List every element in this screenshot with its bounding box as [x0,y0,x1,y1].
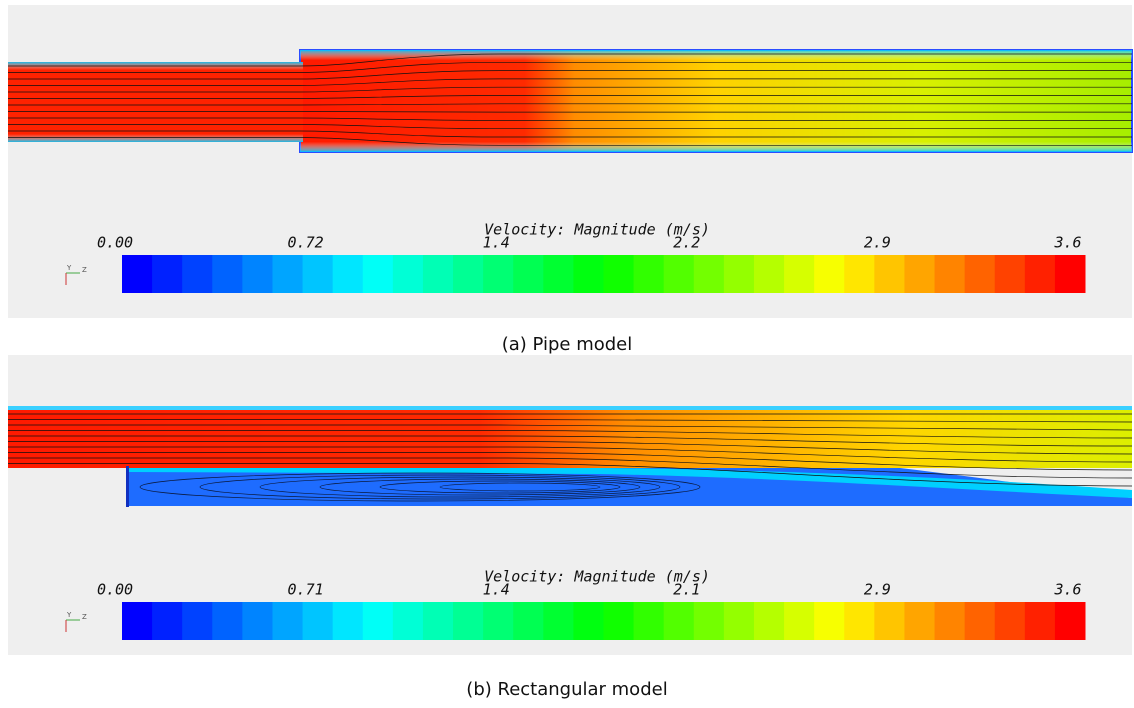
figure: Velocity: Magnitude (m/s)0.000.721.42.22… [0,0,1134,704]
triad-label: Y [66,611,72,619]
colorbar-cell [784,602,815,640]
colorbar-label: 0.72 [288,234,324,252]
colorbar-cell [935,255,966,293]
colorbar-cell [543,255,574,293]
colorbar-cell [904,255,935,293]
colorbar-cell [814,602,845,640]
colorbar-cell [573,602,604,640]
colorbar-cell [152,602,183,640]
colorbar-label: 2.9 [864,581,891,599]
triad-label: Z [82,266,87,274]
colorbar-cell [1025,255,1056,293]
colorbar-cell [152,255,183,293]
colorbar-cell [543,602,574,640]
colorbar-cell [965,255,996,293]
colorbar-cell [122,255,153,293]
colorbar-cell [634,255,665,293]
colorbar-cell [513,255,544,293]
colorbar-cell [694,255,725,293]
colorbar-cell [363,255,394,293]
page: {"panels": [ {"colorbar": {"title": "Vel… [0,0,1134,704]
colorbar-cell [453,255,484,293]
colorbar-cell [513,602,544,640]
triad-label: Y [66,264,72,272]
colorbar-cell [844,255,875,293]
colorbar-cell [995,255,1026,293]
colorbar-cell [904,602,935,640]
colorbar-cell [483,602,514,640]
colorbar-cell [724,602,755,640]
colorbar-cell [272,255,303,293]
caption: (b) Rectangular model [466,679,667,700]
triad-label: Z [82,613,87,621]
colorbar-label: 3.6 [1053,234,1081,252]
colorbar-cell [453,602,484,640]
colorbar-cell [423,255,454,293]
colorbar-cell [874,602,905,640]
colorbar-label: 2.2 [673,234,700,252]
colorbar-cell [604,602,635,640]
colorbar-cell [333,602,364,640]
colorbar-label: 2.1 [673,581,700,599]
colorbar-cell [182,255,213,293]
colorbar-cell [754,602,785,640]
flow-inlet-edge [8,62,303,142]
colorbar-cell [303,602,334,640]
caption: (a) Pipe model [502,334,633,355]
colorbar-cell [182,602,213,640]
colorbar-cell [573,255,604,293]
colorbar-cell [423,602,454,640]
colorbar-cell [604,255,635,293]
colorbar-cell [122,602,153,640]
colorbar-cell [814,255,845,293]
colorbar-label: 1.4 [483,581,510,599]
colorbar-cell [1025,602,1056,640]
step-wall [126,466,129,507]
colorbar-cell [242,255,273,293]
colorbar-cell [724,255,755,293]
colorbar-cell [995,602,1026,640]
flow-top-wall [8,406,1132,410]
colorbar-cell [664,602,695,640]
colorbar-cell [754,255,785,293]
colorbar-cell [242,602,273,640]
colorbar-cell [784,255,815,293]
colorbar-cell [333,255,364,293]
colorbar-cell [935,602,966,640]
colorbar-label: 1.4 [483,234,510,252]
colorbar-cell [303,255,334,293]
colorbar-label: 0.00 [97,581,133,599]
colorbar-cell [393,602,424,640]
colorbar-cell [363,602,394,640]
colorbar-cell [694,602,725,640]
colorbar-cell [1055,602,1086,640]
colorbar-cell [483,255,514,293]
colorbar-cell [844,602,875,640]
colorbar-cell [965,602,996,640]
colorbar-cell [1055,255,1086,293]
colorbar-cell [393,255,424,293]
colorbar-label: 0.71 [288,581,324,599]
colorbar-cell [212,602,243,640]
colorbar-cell [212,255,243,293]
colorbar-cell [874,255,905,293]
colorbar-label: 0.00 [97,234,133,252]
colorbar-cell [664,255,695,293]
colorbar-label: 2.9 [864,234,891,252]
colorbar-cell [272,602,303,640]
colorbar-label: 3.6 [1053,581,1081,599]
colorbar-cell [634,602,665,640]
